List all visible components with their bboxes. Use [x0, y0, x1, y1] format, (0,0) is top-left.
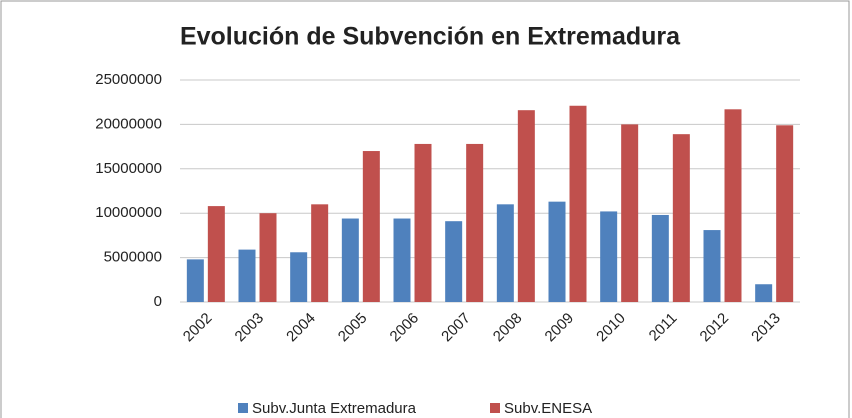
bar [207, 206, 225, 302]
bar [311, 204, 329, 302]
bar [776, 125, 794, 303]
bar [341, 218, 359, 302]
bar [186, 259, 204, 302]
chart-title: Evolución de Subvención en Extremadura [180, 23, 681, 51]
y-tick-label: 0 [154, 293, 162, 310]
bar [548, 201, 566, 302]
bar [259, 213, 277, 302]
bar [569, 105, 587, 302]
y-tick-label: 20000000 [95, 115, 162, 132]
y-tick-label: 5000000 [104, 249, 162, 266]
legend-label: Subv.ENESA [504, 400, 592, 417]
bar [238, 249, 256, 302]
bar [414, 143, 432, 302]
bar [651, 214, 669, 302]
bar [724, 109, 742, 302]
legend-label: Subv.Junta Extremadura [252, 400, 417, 417]
bar [517, 110, 535, 302]
bar [621, 124, 639, 303]
legend-swatch [490, 403, 500, 413]
bar [703, 230, 721, 302]
bar [496, 204, 514, 302]
bar [600, 211, 618, 302]
y-tick-label: 10000000 [95, 204, 162, 221]
bar [672, 134, 690, 302]
bar [290, 252, 308, 302]
bar [393, 218, 411, 302]
y-tick-label: 15000000 [95, 160, 162, 177]
bar [362, 151, 380, 302]
bar [445, 221, 463, 302]
y-tick-label: 25000000 [95, 71, 162, 88]
legend-swatch [238, 403, 248, 413]
bar [466, 143, 484, 302]
bar [755, 284, 773, 302]
